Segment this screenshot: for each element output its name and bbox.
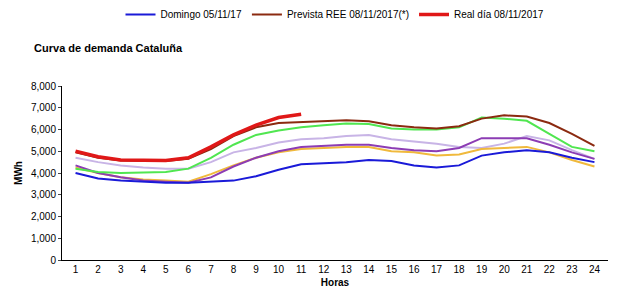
svg-text:4,000: 4,000	[31, 168, 56, 179]
svg-text:20: 20	[499, 264, 511, 275]
svg-text:Real día 08/11/2017: Real día 08/11/2017	[454, 9, 544, 20]
svg-text:7,000: 7,000	[31, 102, 56, 113]
svg-text:Prevista REE 08/11/2017(*): Prevista REE 08/11/2017(*)	[287, 9, 409, 20]
svg-text:24: 24	[589, 264, 601, 275]
svg-text:6,000: 6,000	[31, 124, 56, 135]
svg-text:23: 23	[566, 264, 578, 275]
svg-text:1,000: 1,000	[31, 233, 56, 244]
svg-text:0: 0	[50, 255, 56, 266]
svg-text:Domingo 05/11/17: Domingo 05/11/17	[161, 9, 242, 20]
svg-text:5,000: 5,000	[31, 146, 56, 157]
svg-text:11: 11	[296, 264, 307, 275]
svg-text:4: 4	[140, 264, 146, 275]
svg-text:2,000: 2,000	[31, 211, 56, 222]
svg-text:14: 14	[363, 264, 375, 275]
svg-text:19: 19	[476, 264, 488, 275]
svg-text:3: 3	[118, 264, 124, 275]
svg-text:16: 16	[408, 264, 420, 275]
svg-text:8,000: 8,000	[31, 81, 56, 92]
svg-text:8: 8	[231, 264, 237, 275]
svg-text:13: 13	[341, 264, 353, 275]
svg-text:17: 17	[431, 264, 443, 275]
svg-text:7: 7	[208, 264, 214, 275]
svg-text:10: 10	[273, 264, 285, 275]
svg-text:1: 1	[73, 264, 79, 275]
svg-text:5: 5	[163, 264, 169, 275]
svg-text:22: 22	[544, 264, 556, 275]
svg-text:18: 18	[454, 264, 466, 275]
svg-text:Horas: Horas	[321, 277, 350, 288]
svg-text:15: 15	[386, 264, 398, 275]
svg-text:6: 6	[186, 264, 192, 275]
svg-text:MWh: MWh	[13, 161, 24, 185]
svg-text:Curva de demanda Cataluña: Curva de demanda Cataluña	[34, 42, 183, 54]
svg-text:12: 12	[318, 264, 330, 275]
svg-text:3,000: 3,000	[31, 189, 56, 200]
svg-text:21: 21	[521, 264, 533, 275]
svg-text:9: 9	[253, 264, 259, 275]
svg-text:2: 2	[95, 264, 101, 275]
